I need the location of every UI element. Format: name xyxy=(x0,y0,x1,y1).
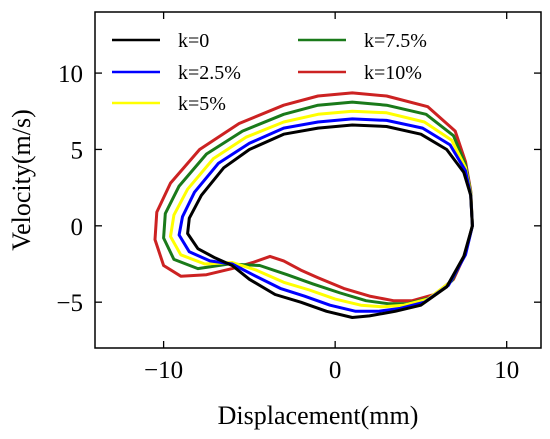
y-tick-label: 10 xyxy=(58,61,83,88)
series-line-4 xyxy=(153,91,474,303)
y-tick-label: 0 xyxy=(71,214,84,241)
x-axis-title: Displacement(mm) xyxy=(218,401,419,430)
series-line-2 xyxy=(169,109,474,309)
y-axis-title: Velocity(m/s) xyxy=(7,109,36,251)
legend: k=0 k=2.5% k=5% k=7.5% k=10% xyxy=(112,30,427,115)
x-tick-label: 0 xyxy=(329,357,342,384)
axis-ticks: −10 0 10 −5 0 5 10 xyxy=(56,12,541,384)
legend-label: k=10% xyxy=(364,62,422,84)
legend-label: k=5% xyxy=(178,93,226,115)
y-tick-label: 5 xyxy=(71,137,84,164)
series-line-1 xyxy=(177,117,474,313)
series-line-3 xyxy=(162,100,474,306)
legend-label: k=7.5% xyxy=(364,30,427,52)
legend-label: k=0 xyxy=(178,30,209,52)
plot-frame xyxy=(94,11,542,349)
legend-label: k=2.5% xyxy=(178,62,241,84)
x-tick-label: −10 xyxy=(144,357,183,384)
y-tick-label: −5 xyxy=(56,290,83,317)
x-tick-label: 10 xyxy=(494,357,519,384)
series-line-0 xyxy=(186,123,474,319)
series-layer xyxy=(153,91,474,319)
